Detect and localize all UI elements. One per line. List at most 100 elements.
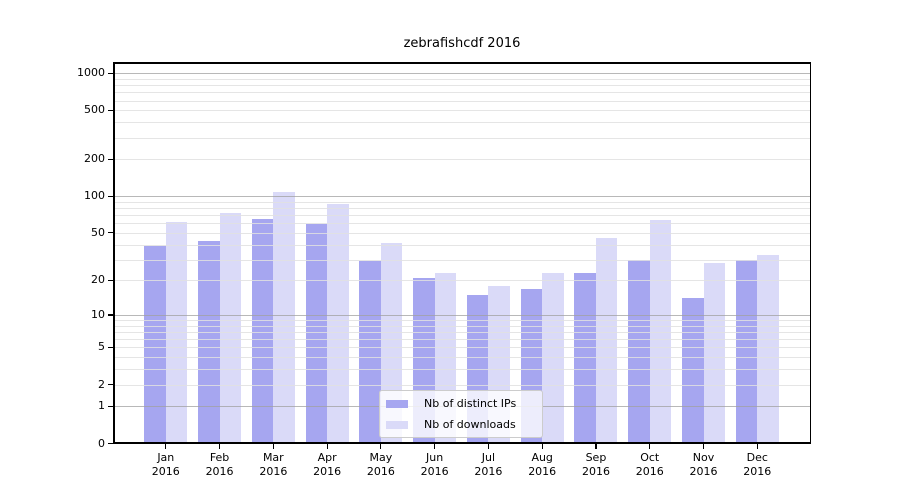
legend: Nb of distinct IPs Nb of downloads	[379, 390, 543, 438]
x-tick-label: Jan 2016	[136, 451, 196, 479]
x-tick-label-year: 2016	[474, 465, 503, 478]
y-tick-mark	[108, 442, 113, 445]
x-tick-label-month: Dec	[746, 451, 768, 464]
gridline-minor	[113, 215, 811, 217]
spine-left	[113, 62, 115, 444]
gridline-major	[113, 315, 811, 317]
x-tick-mark	[434, 443, 436, 449]
gridline-minor	[113, 85, 811, 87]
gridline-minor	[113, 244, 811, 246]
bar-distinct-ips	[305, 224, 328, 444]
x-tick-label-year: 2016	[689, 465, 718, 478]
gridline-minor	[113, 137, 811, 139]
gridline-minor	[113, 320, 811, 322]
bar-distinct-ips	[198, 240, 220, 444]
legend-label-distinct-ips: Nb of distinct IPs	[424, 397, 517, 410]
y-tick-mark	[108, 346, 113, 349]
gridline-minor	[113, 78, 811, 80]
gridline-minor	[113, 223, 811, 225]
x-tick-label-year: 2016	[259, 465, 288, 478]
x-tick-label-year: 2016	[420, 465, 449, 478]
gridline-major	[113, 73, 811, 75]
x-tick-label: Sep 2016	[566, 451, 626, 479]
bar-downloads	[595, 238, 618, 444]
bar-downloads	[219, 212, 242, 444]
gridline-minor	[113, 280, 811, 282]
y-tick-label: 200	[84, 152, 105, 166]
x-tick-label: Apr 2016	[297, 451, 357, 479]
gridline-minor	[113, 339, 811, 341]
y-tick-label: 0	[98, 436, 105, 450]
y-tick-mark	[108, 232, 113, 234]
bar-distinct-ips	[251, 219, 274, 444]
bar-downloads	[703, 263, 725, 444]
x-tick-mark	[165, 443, 167, 449]
y-tick-mark	[108, 384, 113, 386]
x-tick-label-month: Jul	[481, 451, 496, 464]
x-tick-label-month: Nov	[692, 451, 715, 464]
gridline-minor	[113, 208, 811, 210]
x-tick-mark	[702, 443, 705, 449]
bar-downloads	[757, 254, 779, 444]
bar-distinct-ips	[735, 259, 758, 444]
y-tick-mark	[108, 195, 113, 197]
x-tick-label-month: Jun	[426, 451, 444, 464]
legend-item-distinct-ips: Nb of distinct IPs	[386, 393, 542, 414]
x-tick-label: Oct 2016	[620, 451, 680, 479]
y-tick-label: 10	[91, 308, 105, 322]
x-tick-mark	[218, 443, 221, 449]
x-tick-mark	[595, 443, 597, 449]
chart-title: zebrafishcdf 2016	[403, 36, 521, 51]
x-tick-mark	[380, 443, 382, 449]
y-tick-mark	[108, 158, 113, 160]
gridline-minor	[113, 384, 811, 386]
x-tick-label: Dec 2016	[727, 451, 787, 479]
x-tick-mark	[272, 443, 274, 449]
gridline-minor	[113, 110, 811, 112]
gridline-minor	[113, 159, 811, 161]
x-tick-label-month: Apr	[317, 451, 337, 464]
x-tick-mark	[326, 443, 328, 449]
x-tick-label-month: Mar	[262, 451, 284, 464]
bar-distinct-ips	[628, 259, 650, 444]
x-tick-label-month: Oct	[640, 451, 660, 464]
x-tick-label: Nov 2016	[674, 451, 734, 479]
y-tick-mark	[108, 279, 113, 281]
gridline-major	[113, 196, 811, 198]
x-tick-label-month: Feb	[209, 451, 230, 464]
gridline-minor	[113, 201, 811, 203]
legend-item-downloads: Nb of downloads	[386, 414, 542, 435]
x-tick-label: Jun 2016	[405, 451, 465, 479]
y-tick-mark	[108, 72, 113, 74]
x-tick-label: Mar 2016	[243, 451, 303, 479]
y-tick-label: 1000	[77, 66, 105, 80]
grid-layer	[113, 62, 811, 444]
gridline-minor	[113, 325, 811, 327]
gridline-minor	[113, 357, 811, 359]
bar-downloads	[273, 192, 295, 444]
x-tick-label: Feb 2016	[190, 451, 250, 479]
gridline-minor	[113, 259, 811, 261]
x-tick-mark	[541, 443, 543, 449]
x-tick-label-month: Jan	[157, 451, 175, 464]
x-tick-label-month: May	[369, 451, 393, 464]
x-tick-label: May 2016	[351, 451, 411, 479]
x-tick-label-month: Sep	[585, 451, 607, 464]
x-tick-label-month: Aug	[531, 451, 553, 464]
plot-area	[113, 62, 811, 444]
x-tick-label-year: 2016	[313, 465, 342, 478]
gridline-minor	[113, 100, 811, 102]
gridline-minor	[113, 369, 811, 371]
x-tick-mark	[487, 443, 489, 449]
spine-top	[113, 62, 811, 64]
bar-downloads	[327, 204, 349, 444]
y-tick-label: 50	[91, 225, 105, 239]
gridline-minor	[113, 232, 811, 234]
y-tick-mark	[108, 314, 113, 316]
y-tick-mark	[108, 405, 113, 407]
x-tick-label-year: 2016	[743, 465, 772, 478]
x-tick-label-year: 2016	[366, 465, 395, 478]
x-tick-label: Aug 2016	[512, 451, 572, 479]
bar-distinct-ips	[359, 261, 381, 444]
